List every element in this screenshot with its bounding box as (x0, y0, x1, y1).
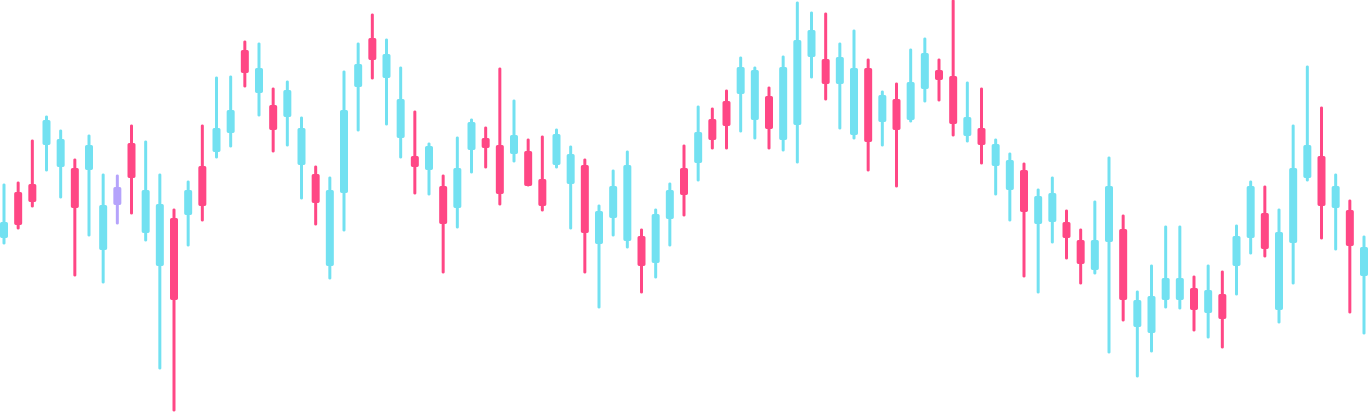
candle-body (1190, 288, 1198, 310)
candle-body (226, 110, 235, 133)
candle-body (1161, 278, 1170, 300)
candle-body (1147, 296, 1156, 333)
candle-body (85, 145, 93, 170)
candle-body (495, 145, 504, 194)
candle-body (1331, 186, 1340, 208)
candle-body (42, 120, 51, 145)
candle-body (255, 68, 263, 93)
candle-body (1105, 186, 1113, 242)
candle-body (1133, 300, 1142, 327)
candle-body (28, 184, 37, 202)
candle-body (949, 76, 958, 124)
candle-body (1034, 196, 1043, 224)
candle-body (566, 154, 575, 184)
candle-body (212, 128, 221, 152)
candle-body (864, 68, 873, 142)
candle-body (878, 95, 887, 122)
candle-body (382, 54, 391, 78)
candle-body (481, 138, 490, 148)
candle-body (1260, 213, 1269, 249)
candle-body (623, 165, 632, 241)
candle-body (1303, 145, 1312, 178)
candle-body (99, 205, 108, 250)
candle-body (524, 151, 533, 186)
candle-body (198, 166, 207, 206)
candle-body (892, 99, 901, 130)
candle-body (1317, 156, 1326, 206)
candle-body (665, 190, 674, 219)
candle-body (1090, 240, 1099, 270)
candle-body (127, 143, 136, 178)
candle-body (1360, 247, 1368, 276)
candle-body (637, 236, 646, 266)
candle-body (396, 99, 405, 138)
candle-body (850, 68, 858, 135)
candle-body (793, 40, 802, 125)
candle-body (1048, 193, 1057, 222)
candle-body (1204, 290, 1213, 313)
candle-body (510, 135, 518, 154)
candle-body (779, 67, 788, 140)
candle-body (765, 96, 773, 129)
candle-body (56, 139, 65, 167)
candle-body (170, 218, 178, 300)
candle-body (311, 174, 320, 203)
candle-body (1246, 186, 1255, 238)
candle-body (297, 128, 306, 165)
candle-body (680, 168, 688, 195)
candle-body (821, 59, 830, 84)
candle-body (1062, 222, 1071, 238)
candle-body (991, 144, 1000, 166)
candle-body (595, 211, 603, 244)
candle-body (240, 50, 249, 73)
candle-body (410, 156, 419, 167)
candle-body (1175, 278, 1184, 300)
candle-body (425, 146, 433, 170)
candle-body (1005, 160, 1014, 190)
candle-body (368, 38, 377, 60)
candle-body (1218, 294, 1227, 319)
candle-body (1020, 170, 1028, 212)
candle-body (580, 165, 589, 233)
candle-body (141, 190, 150, 233)
candle-body (538, 179, 547, 206)
candle-body (906, 82, 915, 120)
candle-body (155, 204, 164, 266)
candle-body (736, 67, 745, 94)
candle-body (340, 110, 348, 193)
candle-body (935, 70, 943, 80)
candle-body (609, 186, 618, 218)
candle-body (269, 105, 278, 130)
candle-body (283, 90, 292, 117)
candle-body (977, 128, 986, 145)
candle-body (70, 168, 79, 208)
candle-body (1232, 236, 1241, 266)
candle-body (1076, 240, 1085, 264)
candle-body (694, 132, 703, 163)
candle-body (439, 186, 448, 224)
candle-body (651, 214, 660, 263)
candle-body (467, 122, 476, 150)
candle-body (807, 30, 816, 57)
candle-body (453, 168, 462, 208)
candle-body (750, 70, 759, 120)
candle-body (1289, 168, 1298, 243)
candle-body (354, 64, 363, 87)
candle-body (552, 134, 561, 165)
candle-body (722, 101, 731, 126)
candle-body (0, 222, 8, 238)
candle-body (963, 117, 972, 136)
candle-body (835, 57, 844, 84)
candle-body (1119, 229, 1128, 300)
candle-body (1345, 210, 1354, 246)
candle-body (1275, 232, 1283, 310)
candle-body (184, 190, 193, 215)
candle-body (708, 119, 717, 140)
candle-body (113, 187, 122, 205)
candle-body (14, 192, 23, 225)
candle-body (920, 53, 929, 89)
candle-body (325, 190, 334, 266)
